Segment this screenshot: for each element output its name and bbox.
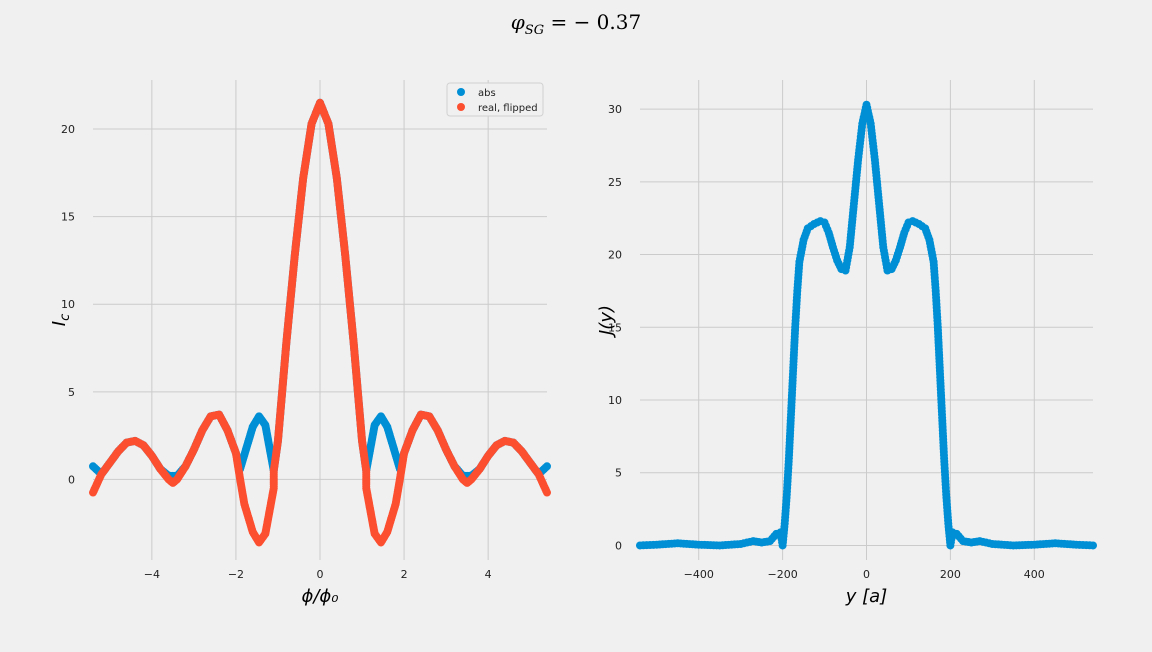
- panel2-series1-point: [1089, 541, 1097, 550]
- panel2-y-tick-label: 5: [615, 467, 622, 480]
- panel2-x-tick-label: −200: [768, 568, 798, 581]
- panel2-x-tick-label: −400: [684, 568, 714, 581]
- panel1-series2-point: [543, 488, 551, 497]
- panel2-y-tick-label: 20: [608, 249, 622, 262]
- panel1-y-axis-label: Ic: [49, 314, 73, 326]
- panel2-y-axis-label: J(y): [596, 305, 617, 338]
- panel1-y-tick-label: 10: [61, 298, 75, 311]
- panel2-x-tick-label: 400: [1024, 568, 1045, 581]
- panel1-series1-point: [543, 462, 551, 471]
- panel2-y-tick-label: 30: [608, 103, 622, 116]
- legend-box: [446, 82, 544, 117]
- figure-suptitle: φSG = − 0.37: [510, 10, 642, 38]
- panel1-y-tick-label: 5: [68, 386, 75, 399]
- panel2-y-tick-label: 15: [608, 321, 622, 334]
- panel1-x-tick-label: −2: [228, 568, 244, 581]
- panel2-y-tick-label: 10: [608, 394, 622, 407]
- legend-marker-2: [457, 103, 465, 111]
- panel2-y-tick-label: 0: [615, 539, 622, 552]
- panel1-y-tick-label: 20: [61, 123, 75, 136]
- panel1-y-tick-label: 0: [68, 473, 75, 486]
- legend-label-1: abs: [478, 88, 496, 99]
- panel1-x-tick-label: 2: [401, 568, 408, 581]
- panel1-x-axis-label: ϕ/ϕ₀: [301, 586, 338, 607]
- panel2-x-tick-label: 0: [863, 568, 870, 581]
- panel1-x-tick-label: 0: [317, 568, 324, 581]
- legend-label-2: real, flipped: [478, 103, 538, 114]
- legend-marker-1: [457, 88, 465, 96]
- panel2-y-tick-label: 25: [608, 176, 622, 189]
- panel2-x-tick-label: 200: [940, 568, 961, 581]
- panel2-x-axis-label: y [a]: [845, 586, 887, 607]
- panel1-x-tick-label: −4: [144, 568, 160, 581]
- panel1-y-tick-label: 15: [61, 211, 75, 224]
- panel1-x-tick-label: 4: [485, 568, 492, 581]
